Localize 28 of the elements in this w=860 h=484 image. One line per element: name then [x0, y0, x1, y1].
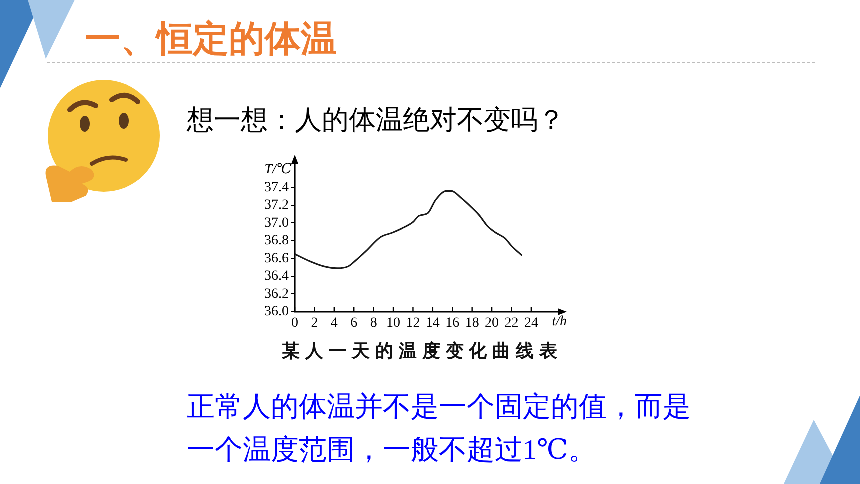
x-tick-label: 12	[406, 316, 420, 332]
x-tick-label: 2	[311, 316, 318, 332]
x-tick-label: 10	[386, 316, 401, 332]
y-tick-label: 36.6	[264, 251, 289, 266]
x-tick-label: 8	[370, 316, 378, 332]
y-tick-label: 37.4	[264, 180, 289, 196]
line-series	[295, 190, 522, 270]
chart-title: 一、恒定的体温	[85, 19, 337, 60]
y-tick-label: 36.0	[264, 304, 289, 320]
x-axis-title: t/h	[552, 314, 567, 330]
chart-subtitle: 想一想：人的体温绝对不变吗？	[187, 105, 565, 135]
y-tick-label: 37.2	[264, 198, 289, 214]
x-tick-label: 18	[465, 316, 480, 332]
x-tick-label: 4	[330, 316, 338, 332]
y-tick-label: 36.4	[264, 269, 289, 284]
y-axis-title: T/℃	[264, 162, 292, 178]
x-tick-label: 6	[350, 316, 358, 332]
x-tick-label: 0	[292, 316, 298, 332]
x-tick-label: 22	[504, 316, 519, 332]
x-tick-label: 20	[485, 316, 500, 332]
text: 某人一天的温度变化曲线表	[282, 341, 563, 361]
x-tick-label: 14	[426, 316, 440, 332]
y-tick-label: 36.8	[264, 234, 289, 249]
y-tick-label: 36.2	[264, 286, 289, 302]
y-tick-label: 37.0	[264, 216, 289, 231]
x-tick-label: 24	[524, 316, 538, 332]
text: 正常人的体温并不是一个固定的值，而是一个温度范围，一般不超过1℃。	[187, 391, 692, 468]
x-tick-label: 16	[446, 316, 460, 332]
